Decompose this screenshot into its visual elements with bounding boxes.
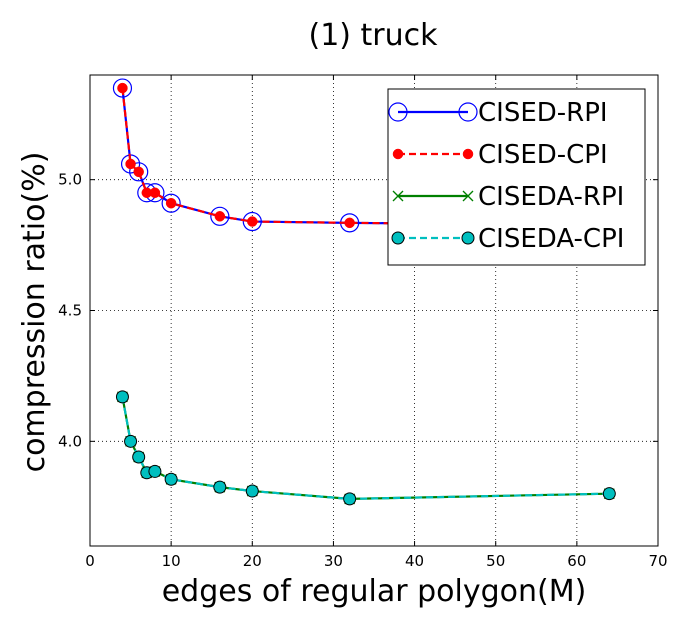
x-tick-label: 0 xyxy=(85,552,95,570)
legend-marker-ciseda-rpi xyxy=(392,190,404,202)
x-tick-label: 50 xyxy=(486,552,505,570)
data-point-ciseda-cpi xyxy=(132,450,146,464)
x-tick-label: 40 xyxy=(405,552,424,570)
data-point-cised-cpi xyxy=(247,216,258,227)
data-point-cised-cpi xyxy=(344,217,355,229)
legend-marker-cised-cpi xyxy=(462,148,474,160)
data-point-ciseda-cpi xyxy=(148,464,162,478)
data-point-ciseda-cpi xyxy=(245,484,259,498)
data-point-cised-rpi xyxy=(112,78,133,98)
y-tick-label: 5.0 xyxy=(58,171,82,189)
legend-label-ciseda-cpi: CISEDA-CPI xyxy=(478,224,624,254)
x-axis-label: edges of regular polygon(M) xyxy=(162,574,587,609)
legend-entry-ciseda-cpi: CISEDA-CPI xyxy=(391,224,624,254)
legend-marker-cised-rpi xyxy=(458,102,478,122)
data-point-ciseda-cpi xyxy=(164,472,178,486)
data-point-ciseda-cpi xyxy=(115,390,129,404)
legend: CISED-RPI CISED-CPI CISEDA-RPI CISEDA-CPI xyxy=(387,88,646,266)
y-tick-label: 4.5 xyxy=(58,302,82,320)
grid xyxy=(90,75,658,546)
legend-box xyxy=(387,88,646,266)
legend-marker-ciseda-cpi xyxy=(391,231,405,245)
legend-label-ciseda-rpi: CISEDA-RPI xyxy=(478,182,624,212)
legend-marker-ciseda-cpi xyxy=(461,231,475,245)
series-line-ciseda-cpi xyxy=(121,396,610,501)
legend-entry-cised-cpi: CISED-CPI xyxy=(392,140,608,170)
y-tick-label: 4.0 xyxy=(58,432,82,450)
legend-marker-cised-rpi xyxy=(388,102,408,122)
data-point-cised-cpi xyxy=(214,211,226,222)
data-point-cised-cpi xyxy=(133,166,144,178)
x-tick-label: 20 xyxy=(243,552,262,570)
data-point-ciseda-cpi xyxy=(343,492,357,506)
data-point-ciseda-cpi xyxy=(124,434,138,448)
data-point-cised-cpi xyxy=(165,197,177,209)
ticks: 0 10 20 30 40 50 60 70 4.0 4.5 5.0 xyxy=(58,75,668,570)
x-tick-label: 30 xyxy=(324,552,343,570)
data-point-cised-cpi xyxy=(149,187,161,198)
legend-marker-ciseda-rpi xyxy=(462,190,474,202)
legend-label-cised-rpi: CISED-RPI xyxy=(478,98,608,128)
data-point-ciseda-cpi xyxy=(213,480,227,494)
data-point-cised-rpi xyxy=(129,162,149,182)
data-point-cised-cpi xyxy=(117,82,128,94)
legend-entry-ciseda-rpi: CISEDA-RPI xyxy=(392,182,624,212)
legend-label-cised-cpi: CISED-CPI xyxy=(478,140,608,170)
x-marker-stroke xyxy=(392,190,404,202)
data-point-cised-cpi xyxy=(125,158,136,170)
data-point-ciseda-cpi xyxy=(602,487,616,501)
series-ciseda-cpi xyxy=(115,390,616,506)
legend-entry-cised-rpi: CISED-RPI xyxy=(388,98,608,128)
chart-title: (1) truck xyxy=(308,18,438,53)
data-point-cised-rpi xyxy=(161,193,181,213)
legend-marker-cised-cpi xyxy=(392,148,404,160)
data-point-cised-rpi xyxy=(242,211,262,232)
x-tick-label: 60 xyxy=(567,552,586,570)
series-line-ciseda-rpi xyxy=(121,396,610,501)
x-tick-label: 10 xyxy=(162,552,181,570)
series-ciseda-rpi xyxy=(116,391,615,505)
y-axis-label: compression ratio(%) xyxy=(17,152,52,473)
series-layer xyxy=(112,78,619,506)
series-line-cised-cpi xyxy=(121,87,610,227)
x-marker-stroke xyxy=(462,190,474,202)
x-tick-label: 70 xyxy=(648,552,667,570)
data-point-cised-rpi xyxy=(210,206,230,226)
